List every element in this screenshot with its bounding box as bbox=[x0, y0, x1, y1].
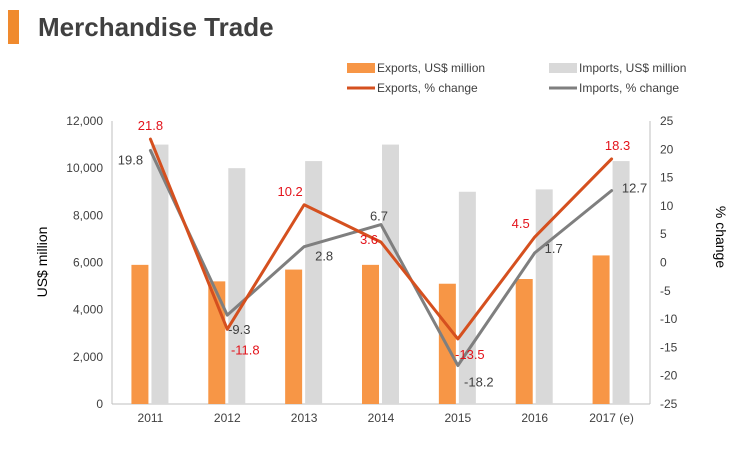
exports-data-label: 21.8 bbox=[138, 118, 163, 133]
y2-tick-label: 25 bbox=[660, 114, 674, 128]
exports-data-label: -13.5 bbox=[455, 347, 485, 362]
imports-bar bbox=[612, 161, 630, 404]
imports-data-label: 12.7 bbox=[622, 181, 647, 196]
exports-bar bbox=[515, 279, 533, 404]
y2-tick-label: -25 bbox=[660, 397, 678, 411]
y-tick-label: 2,000 bbox=[73, 350, 103, 364]
exports-bar bbox=[362, 264, 379, 404]
y-tick-label: 6,000 bbox=[73, 256, 103, 270]
x-tick-label: 2017 (e) bbox=[589, 411, 634, 425]
legend-imports-bar-swatch bbox=[549, 63, 577, 73]
exports-bar bbox=[285, 269, 303, 404]
y-tick-label: 12,000 bbox=[66, 114, 103, 128]
exports-data-label: 3.6 bbox=[360, 232, 378, 247]
page-title: Merchandise Trade bbox=[38, 12, 274, 42]
exports-bar bbox=[592, 255, 610, 404]
y2-tick-label: -10 bbox=[660, 312, 678, 326]
title-accent-bar bbox=[8, 10, 19, 44]
y2-tick-label: 5 bbox=[660, 227, 667, 241]
exports-data-label: 10.2 bbox=[277, 184, 302, 199]
y2-axis-title: % change bbox=[713, 206, 729, 268]
y2-tick-label: 10 bbox=[660, 199, 674, 213]
x-tick-label: 2011 bbox=[138, 411, 164, 425]
imports-data-label: 19.8 bbox=[118, 152, 143, 167]
legend-exports-bar-swatch bbox=[347, 63, 375, 73]
exports-data-label: 18.3 bbox=[605, 138, 630, 153]
imports-bar bbox=[382, 144, 399, 405]
imports-data-label: 1.7 bbox=[545, 241, 563, 256]
x-tick-label: 2013 bbox=[291, 411, 318, 425]
imports-bar bbox=[151, 144, 169, 405]
imports-data-label: -9.3 bbox=[228, 322, 250, 337]
imports-bar bbox=[458, 191, 476, 404]
exports-data-label: -11.8 bbox=[231, 342, 260, 357]
y2-tick-label: -15 bbox=[660, 340, 678, 354]
exports-bar bbox=[131, 264, 149, 404]
y2-tick-label: 15 bbox=[660, 171, 674, 185]
imports-data-label: 6.7 bbox=[370, 209, 388, 224]
y2-tick-label: -20 bbox=[660, 369, 678, 383]
x-tick-label: 2012 bbox=[214, 411, 241, 425]
y-tick-label: 8,000 bbox=[73, 208, 103, 222]
y-tick-label: 0 bbox=[96, 397, 103, 411]
exports-data-label: 4.5 bbox=[512, 216, 530, 231]
imports-data-label: 2.8 bbox=[315, 249, 333, 264]
legend-exports-bar-label: Exports, US$ million bbox=[377, 61, 485, 75]
imports-data-label: -18.2 bbox=[464, 375, 494, 390]
y2-tick-label: 0 bbox=[660, 256, 667, 270]
x-tick-label: 2014 bbox=[368, 411, 395, 425]
x-tick-label: 2016 bbox=[521, 411, 548, 425]
y2-tick-label: -5 bbox=[660, 284, 671, 298]
imports-change-line bbox=[148, 148, 614, 368]
imports-bar bbox=[305, 161, 323, 404]
y-axis-title: US$ million bbox=[34, 227, 50, 298]
exports-change-line bbox=[148, 137, 614, 341]
legend-imports-bar-label: Imports, US$ million bbox=[579, 61, 686, 75]
imports-bar bbox=[228, 168, 246, 404]
y2-tick-label: 20 bbox=[660, 142, 674, 156]
y-tick-label: 4,000 bbox=[73, 303, 103, 317]
legend-exports-line-label: Exports, % change bbox=[377, 81, 478, 95]
y-tick-label: 10,000 bbox=[66, 161, 103, 175]
x-tick-label: 2015 bbox=[445, 411, 472, 425]
legend-imports-line-label: Imports, % change bbox=[579, 81, 679, 95]
